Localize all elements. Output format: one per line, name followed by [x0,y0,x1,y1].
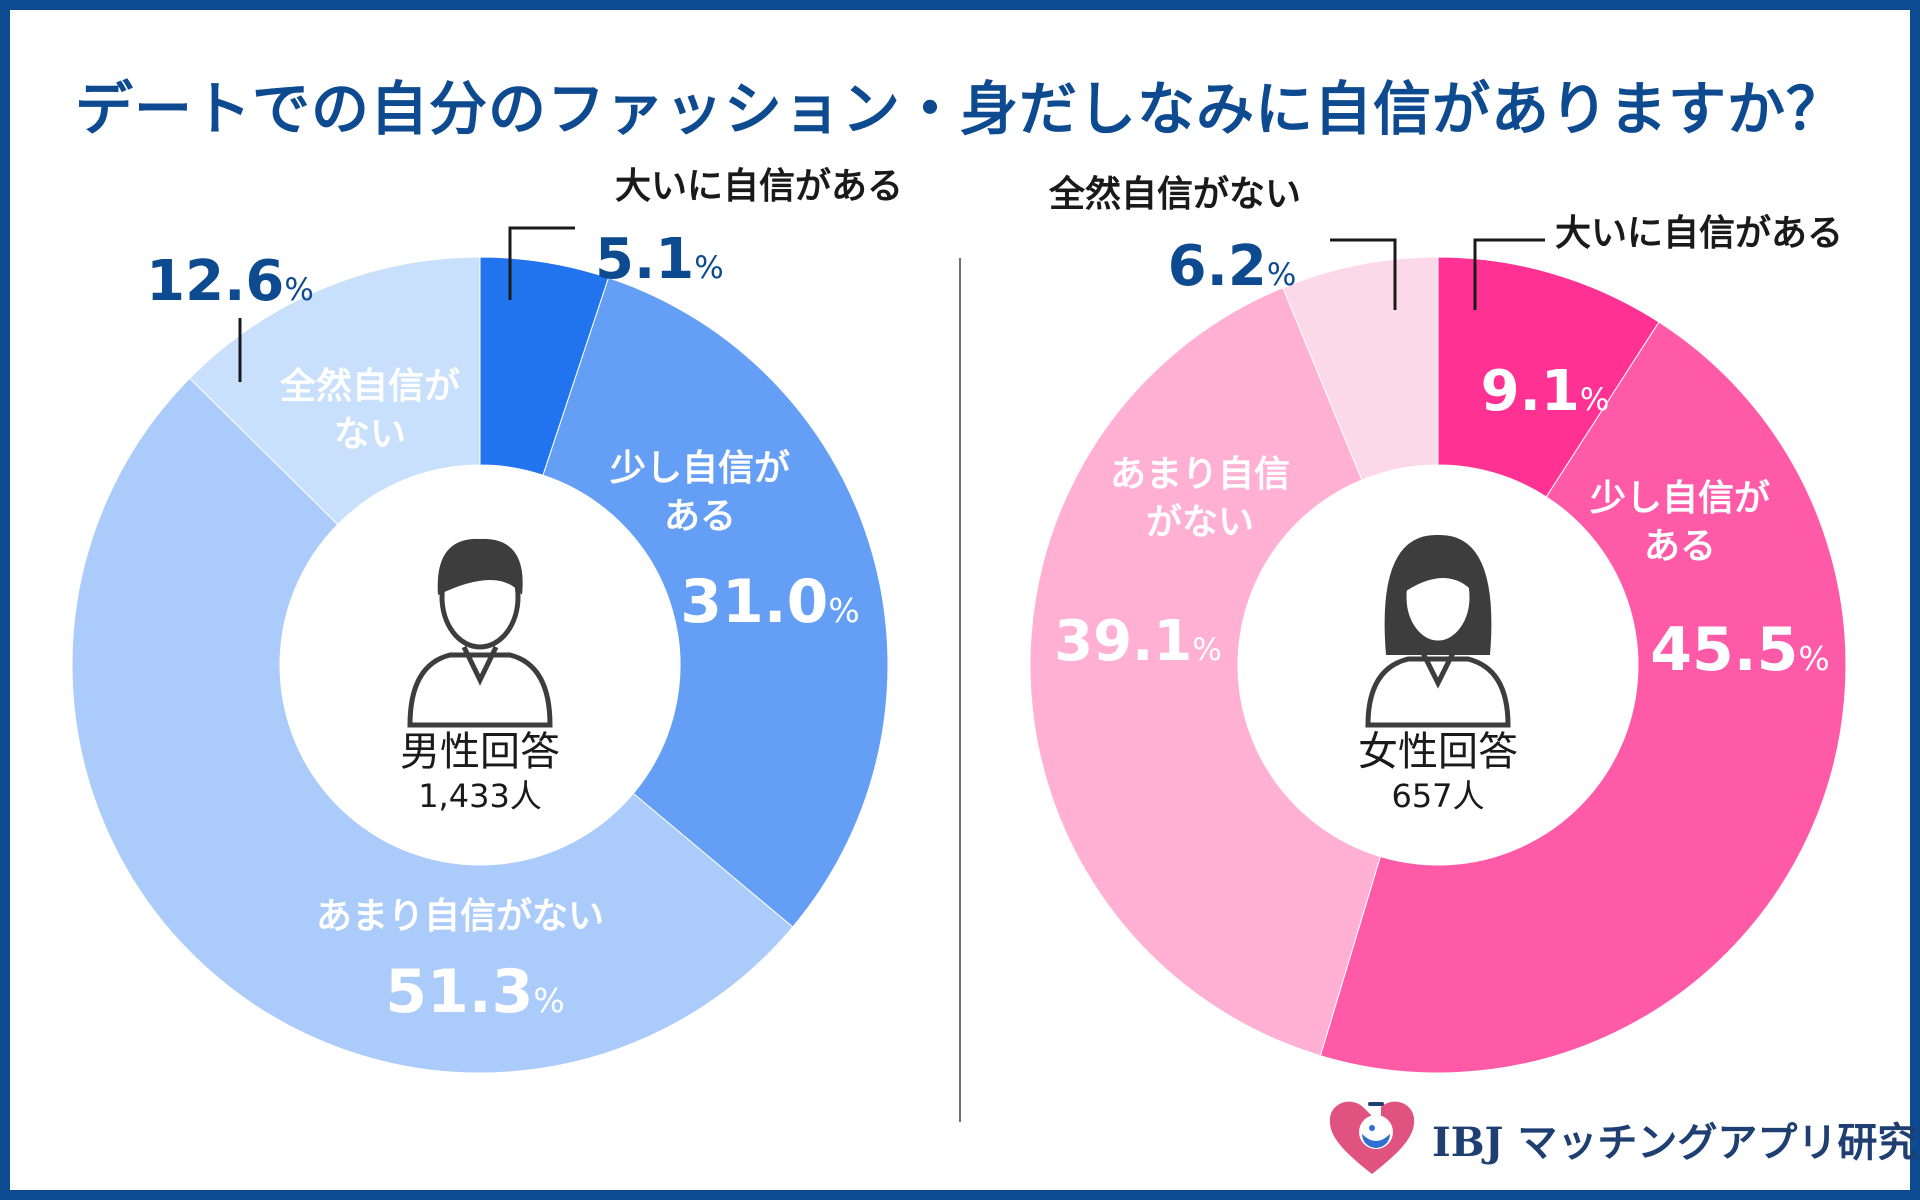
female-leader-1 [1473,238,1545,310]
male-label-4a: 全然自信が [279,365,460,407]
female-value-1-number: 9.1 [1481,359,1580,424]
male-value-4-unit: % [284,272,313,308]
female-label-2a: 少し自信が [1590,478,1770,519]
female-label-3a: あまり自信 [1110,454,1290,495]
female-leader-4 [1330,238,1397,310]
female-value-3: 39.1% [1054,609,1222,674]
male-value-3: 51.3% [385,957,564,1027]
male-value-3-unit: % [533,981,564,1020]
female-value-2-unit: % [1798,639,1829,678]
female-value-3-number: 39.1 [1054,609,1192,674]
heart-flask-logo-icon [1329,1101,1415,1174]
female-label-4: 全然自信がない [1048,173,1301,215]
male-value-1: 5.1% [595,227,724,292]
male-value-2-number: 31.0 [680,567,828,637]
female-center-count: 657人 [1391,777,1484,815]
infographic-frame: デートでの自分のファッション・身だしなみに自信がありますか？ 男性回答 1,433… [10,10,1920,1190]
male-label-2b: ある [664,496,736,537]
brand-name: IBJ マッチングアプリ研究室 [1432,1119,1920,1166]
male-leader-1 [508,226,575,300]
divider [959,258,961,1122]
male-value-1-number: 5.1 [595,227,694,292]
male-center-title: 男性回答 [400,729,560,775]
male-value-4: 12.6% [146,249,314,314]
male-center-count: 1,433人 [418,777,542,815]
male-label-2a: 少し自信が [610,448,790,489]
male-label-4b: ない [334,414,406,455]
female-label-2b: ある [1644,526,1716,567]
page-title: デートでの自分のファッション・身だしなみに自信がありますか？ [74,75,1845,143]
female-value-2-number: 45.5 [1650,615,1798,685]
female-label-1: 大いに自信がある [1555,213,1843,254]
male-value-2: 31.0% [680,567,859,637]
female-value-4: 6.2% [1168,234,1297,299]
male-value-4-number: 12.6 [146,249,284,314]
female-label-3b: がない [1146,502,1254,543]
male-value-3-number: 51.3 [385,957,533,1027]
man-avatar-icon [407,538,553,728]
male-value-1-unit: % [694,250,723,286]
female-value-4-unit: % [1267,257,1296,293]
woman-avatar-icon [1365,534,1511,728]
female-value-4-number: 6.2 [1168,234,1267,299]
donut-charts: 男性回答1,433人大いに自信がある5.1%少し自信がある31.0%あまり自信が… [71,166,1847,1074]
female-value-3-unit: % [1192,632,1221,668]
male-label-1: 大いに自信がある [615,166,903,207]
brand-logo: IBJ マッチングアプリ研究室 [1322,1090,1920,1180]
male-label-3: あまり自信がない [316,896,604,937]
male-value-2-unit: % [828,591,859,630]
female-center-title: 女性回答 [1358,729,1518,775]
female-value-1-unit: % [1580,382,1609,418]
female-value-2: 45.5% [1650,615,1829,685]
female-value-1: 9.1% [1481,359,1610,424]
